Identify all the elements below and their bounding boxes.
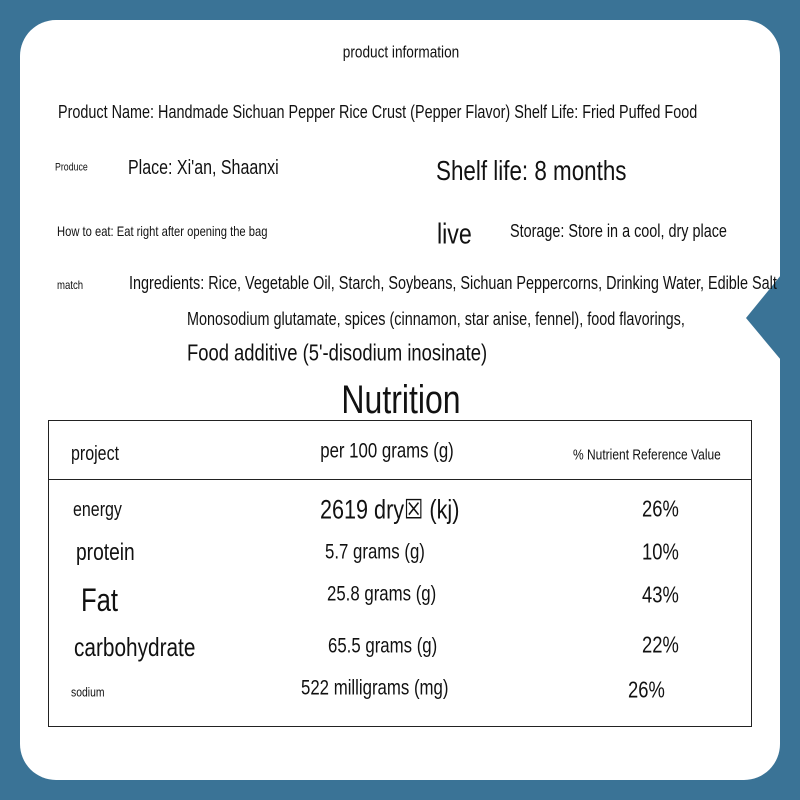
- nutrient-nrv: 43%: [642, 581, 679, 608]
- nutrient-amount: 522 milligrams (mg): [301, 676, 449, 700]
- nutrient-nrv: 26%: [642, 495, 679, 522]
- ingredients-line: Ingredients: Rice, Vegetable Oil, Starch…: [129, 273, 777, 293]
- nutrient-nrv: 22%: [642, 631, 679, 658]
- nutrient-name: sodium: [71, 684, 105, 700]
- table-border: [48, 420, 752, 727]
- produce-label: Produce: [55, 161, 88, 174]
- storage: Storage: Store in a cool, dry place: [510, 221, 727, 241]
- nutrient-amount: 2619 dry☒ (kj): [320, 494, 460, 525]
- title: product information: [342, 42, 460, 62]
- live-label: live: [437, 218, 472, 251]
- nutrient-nrv: 10%: [642, 538, 679, 565]
- nutrient-name: Fat: [81, 582, 118, 618]
- card: [20, 20, 780, 780]
- place: Place: Xi'an, Shaanxi: [128, 157, 279, 179]
- how-to-eat: How to eat: Eat right after opening the …: [57, 223, 268, 239]
- ingredients-line: Food additive (5'-disodium inosinate): [187, 339, 488, 366]
- nutrient-nrv: 26%: [628, 676, 665, 703]
- table-header: % Nutrient Reference Value: [573, 446, 721, 464]
- nutrient-name: carbohydrate: [74, 632, 196, 662]
- nutrient-name: protein: [76, 539, 135, 566]
- table-header: project: [71, 443, 120, 465]
- nutrient-amount: 65.5 grams (g): [328, 634, 438, 658]
- card-notch: [746, 275, 781, 360]
- nutrient-amount: 5.7 grams (g): [325, 540, 425, 564]
- product-name: Product Name: Handmade Sichuan Pepper Ri…: [58, 102, 698, 122]
- table-header: per 100 grams (g): [320, 439, 454, 463]
- nutrition-title: Nutrition: [341, 378, 461, 422]
- nutrient-name: energy: [73, 499, 122, 521]
- match-label: match: [57, 278, 84, 292]
- shelf-life: Shelf life: 8 months: [436, 155, 627, 186]
- nutrient-amount: 25.8 grams (g): [327, 582, 437, 606]
- ingredients-line: Monosodium glutamate, spices (cinnamon, …: [187, 309, 685, 329]
